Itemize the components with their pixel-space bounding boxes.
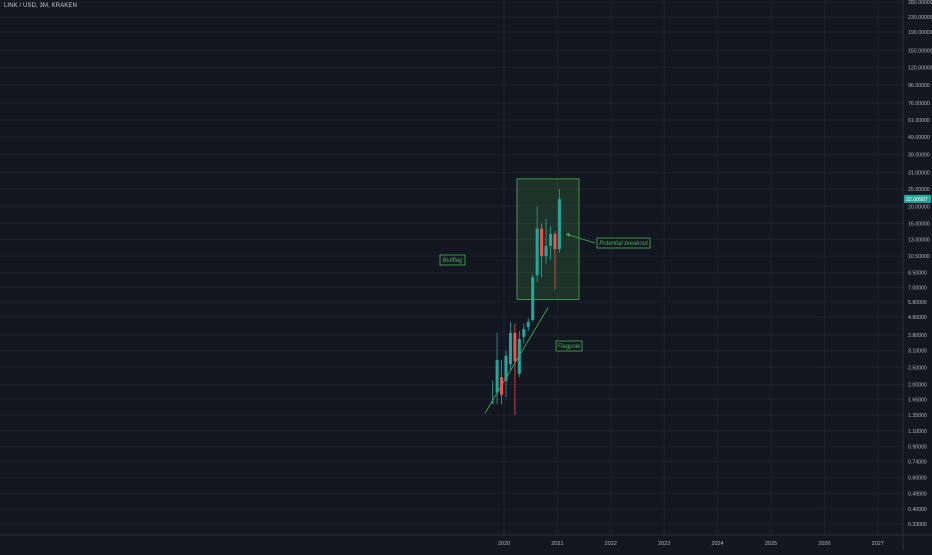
y-tick-label: 1.65000: [908, 397, 927, 403]
x-tick-label: 2027: [872, 541, 884, 547]
candle-body: [544, 245, 548, 257]
annotation-box: [596, 237, 651, 249]
candle: [535, 206, 539, 283]
candle-body: [549, 233, 552, 246]
y-tick-label: 61.00000: [908, 118, 930, 124]
candle-body: [517, 339, 521, 374]
y-tick-label: 16.00000: [908, 222, 930, 228]
y-tick-label: 13.00000: [908, 238, 930, 244]
grid: [0, 0, 903, 535]
y-tick-label: 49.00000: [908, 135, 930, 141]
candle: [508, 321, 512, 371]
candles-layer: [491, 189, 561, 415]
candle-body: [540, 228, 544, 257]
breakout-arrowhead: [566, 233, 570, 237]
y-tick-label: 3.10000: [908, 349, 927, 355]
y-tick-label: 0.90000: [908, 444, 927, 450]
y-tick-label: 31.00000: [908, 170, 930, 176]
candle: [491, 380, 495, 405]
y-tick-label: 2.00000: [908, 383, 927, 389]
candle: [531, 274, 535, 322]
annotation-label: Bullflag: [439, 254, 466, 266]
y-tick-label: 0.60000: [908, 476, 927, 482]
annotation-text: Bullflag: [443, 258, 463, 264]
candle-body: [526, 321, 530, 328]
annotations-layer: Bullflag Flagpole Potential breakout: [439, 237, 651, 352]
y-tick-label: 96.00000: [908, 83, 930, 89]
y-tick-label: 1.10000: [908, 429, 927, 435]
y-tick-label: 1.35000: [908, 413, 927, 419]
y-tick-label: 20.00000: [908, 204, 930, 210]
y-tick-label: 0.33000: [908, 522, 927, 528]
flagpole-trendline: [484, 307, 549, 414]
candle-body: [513, 332, 517, 362]
price-axis: 280.00000 230.00000 190.00000 150.00000 120.…: [902, 0, 932, 550]
y-tick-label: 280.00000: [908, 0, 932, 6]
x-tick-label: 2024: [711, 541, 723, 547]
y-tick-label: 150.00000: [908, 48, 932, 54]
x-tick-label: 2023: [658, 541, 670, 547]
candle-body: [495, 359, 499, 393]
candle: [500, 359, 504, 405]
y-tick-label: 25.00000: [908, 187, 930, 193]
annotation-label: Potential breakout: [596, 237, 651, 249]
candle: [553, 231, 557, 290]
candle: [513, 323, 517, 415]
candle: [495, 332, 499, 405]
plot-area: [0, 0, 903, 535]
y-tick-label: 190.00000: [908, 30, 932, 36]
y-tick-label: 8.50000: [908, 271, 927, 277]
candle: [540, 223, 544, 278]
x-tick-label: 2026: [818, 541, 830, 547]
candle-body: [504, 355, 508, 381]
x-tick-label: 2025: [765, 541, 777, 547]
current-price-label: 22.00907: [906, 197, 928, 203]
x-tick-label: 2020: [498, 541, 510, 547]
candle-body: [531, 277, 535, 321]
x-tick-label: 2021: [551, 541, 563, 547]
annotation-text: Flagpole: [557, 344, 581, 350]
y-tick-label: 2.50000: [908, 365, 927, 371]
candle: [504, 350, 508, 398]
candle: [557, 189, 561, 253]
y-tick-label: 120.00000: [908, 66, 932, 72]
breakout-arrow: [565, 233, 596, 244]
symbol-title: LINK / USD, 3M, KRAKEN: [4, 3, 77, 9]
drawing-layer: [484, 178, 596, 414]
y-tick-label: 7.00000: [908, 286, 927, 292]
annotation-text: Potential breakout: [599, 241, 648, 247]
candle: [517, 330, 521, 378]
candle: [549, 226, 552, 260]
current-price-badge: 22.00907: [904, 194, 931, 203]
candle-body: [535, 228, 539, 276]
y-tick-label: 0.40000: [908, 507, 927, 513]
y-tick-label: 3.80000: [908, 333, 927, 339]
y-tick-label: 0.74000: [908, 459, 927, 465]
annotation-label: Flagpole: [555, 340, 583, 352]
candle-body: [553, 233, 557, 250]
annotation-box: [439, 254, 466, 266]
candle-body: [491, 401, 495, 403]
y-tick-label: 39.00000: [908, 153, 930, 159]
y-tick-label: 4.80000: [908, 315, 927, 321]
y-tick-label: 230.00000: [908, 15, 932, 21]
y-tick-label: 5.80000: [908, 300, 927, 306]
candle-body: [508, 332, 512, 365]
x-tick-label: 2022: [605, 541, 617, 547]
y-tick-label: 76.00000: [908, 101, 930, 107]
candle: [522, 323, 526, 344]
time-axis: 2020 2021 2022 2023 2024 2025 2026 2027: [0, 534, 932, 547]
candle-body: [557, 198, 561, 250]
candle: [544, 218, 548, 264]
bullflag-rectangle: [516, 178, 580, 300]
annotation-box: [555, 340, 583, 352]
candle-body: [500, 377, 504, 395]
candle: [526, 318, 530, 331]
y-tick-label: 10.50000: [908, 254, 930, 260]
current-price-bg: [904, 194, 931, 203]
y-tick-label: 0.49000: [908, 491, 927, 497]
candle-body: [522, 328, 526, 337]
